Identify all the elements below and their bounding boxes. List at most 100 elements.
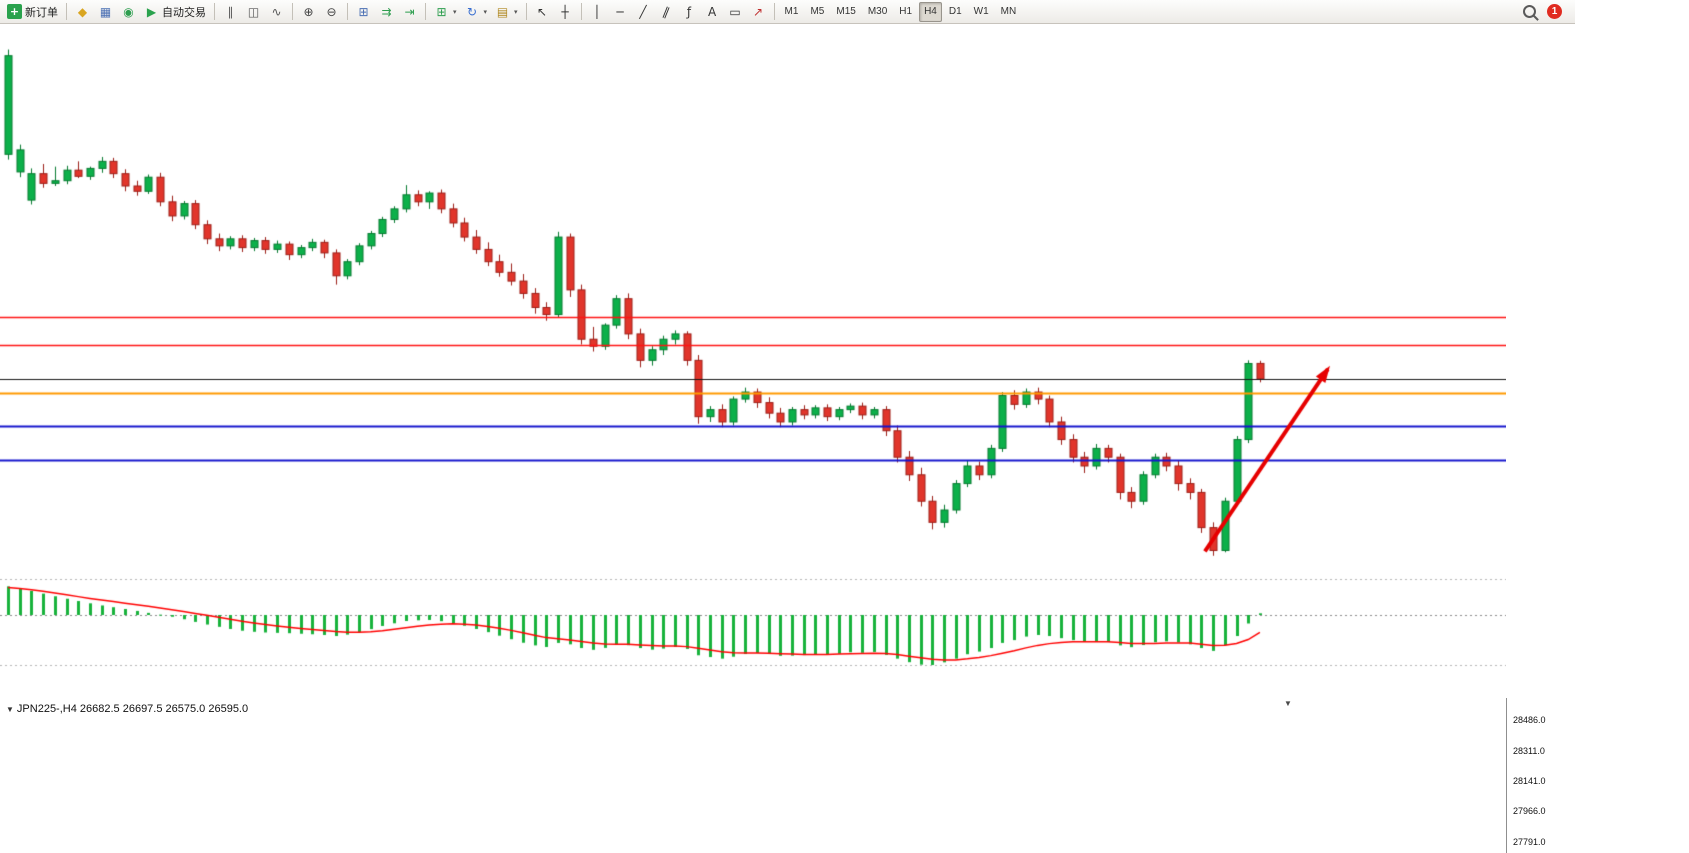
timeframe-m1-button[interactable]: M1 — [780, 2, 804, 22]
chevron-down-icon: ▾ — [483, 8, 488, 16]
search-button[interactable] — [1520, 2, 1539, 22]
axis-label: 28311.0 — [1513, 745, 1545, 756]
arrows-icon: ↗ — [753, 4, 764, 19]
metaeditor-icon: ◆ — [77, 4, 88, 19]
crosshair-icon: ┼ — [561, 4, 569, 19]
cursor-button[interactable]: ↖ — [532, 2, 553, 22]
chart-shift-icon: ⇥ — [404, 4, 415, 19]
zoom-out-button[interactable]: ⊖ — [321, 2, 342, 22]
vertical-line-icon: │ — [593, 4, 601, 19]
toolbar-group-pointer: ↖ ┼ — [531, 2, 577, 22]
bar-chart-icon: ∥ — [227, 4, 234, 19]
timeframe-toolbar: M1 M5 M15 M30 H1 H4 D1 W1 MN — [779, 1, 1023, 22]
axis-label: 27791.0 — [1513, 837, 1546, 848]
signal-icon: ◉ — [123, 4, 134, 19]
new-chart-button[interactable]: ⊞ ▾ — [431, 2, 460, 22]
fibonacci-button[interactable]: ƒ — [679, 2, 700, 22]
tile-windows-button[interactable]: ⊞ — [353, 2, 374, 22]
new-order-icon: + — [7, 4, 22, 19]
axis-label: 27966.0 — [1513, 806, 1546, 817]
toolbar-right: 1 — [1519, 2, 1572, 22]
timeframe-m30-button[interactable]: M30 — [863, 2, 892, 22]
toolbar-separator — [525, 3, 527, 20]
new-order-label: 新订单 — [25, 6, 58, 19]
bar-chart-button[interactable]: ∥ — [220, 2, 241, 22]
rsi-pane[interactable]: ▼ JPN225-,H4 26682.5 26697.5 26575.0 2659… — [0, 674, 1576, 853]
signal-button[interactable]: ◉ — [118, 2, 139, 22]
toolbar-separator — [347, 3, 348, 20]
toolbar-separator — [773, 3, 775, 20]
timeframe-mn-button[interactable]: MN — [996, 2, 1022, 22]
metaeditor-button[interactable]: ◆ — [72, 2, 93, 22]
channel-icon: ∥ — [660, 3, 672, 20]
tile-windows-icon: ⊞ — [358, 4, 369, 19]
trendline-button[interactable]: ╱ — [633, 2, 654, 22]
timeframe-d1-button[interactable]: D1 — [944, 2, 967, 22]
market-watch-button[interactable]: ▦ — [95, 2, 116, 22]
line-chart-button[interactable]: ∿ — [266, 2, 287, 22]
horizontal-line-icon: ─ — [616, 4, 624, 19]
toolbar-separator — [425, 3, 426, 20]
zoom-in-button[interactable]: ⊕ — [298, 2, 319, 22]
axis-label: 28486.0 — [1513, 714, 1546, 725]
toolbar-separator — [66, 3, 67, 20]
toolbar-group-zoom: ⊕ ⊖ — [297, 2, 343, 22]
notification-badge[interactable]: 1 — [1547, 4, 1562, 19]
timeframe-m5-button[interactable]: M5 — [805, 2, 829, 22]
toolbar-separator — [580, 3, 582, 20]
cursor-icon: ↖ — [537, 4, 548, 19]
toolbar-group-dropdowns: ⊞ ▾ ↻ ▾ ▤ ▾ — [430, 2, 522, 22]
toolbar-group-chart-type: ∥ ◫ ∿ — [219, 2, 288, 22]
fibonacci-icon: ƒ — [686, 4, 692, 19]
axis-label: 28141.0 — [1513, 775, 1546, 786]
toolbar-separator — [214, 3, 215, 20]
autotrading-label: 自动交易 — [162, 6, 206, 19]
main-chart-pane[interactable] — [0, 24, 1506, 569]
chart-shift-marker[interactable]: ▼ — [1284, 699, 1292, 708]
templates-button[interactable]: ▤ ▾ — [492, 2, 521, 22]
arrows-button[interactable]: ↗ — [748, 2, 769, 22]
text-icon: A — [707, 4, 717, 19]
auto-scroll-button[interactable]: ⇉ — [376, 2, 397, 22]
zoom-out-icon: ⊖ — [326, 4, 337, 19]
chart-title-text: JPN225-,H4 26682.5 26697.5 26575.0 26595… — [16, 703, 249, 715]
trendline-icon: ╱ — [639, 4, 647, 19]
chart-shift-button[interactable]: ⇥ — [399, 2, 420, 22]
auto-scroll-icon: ⇉ — [381, 4, 392, 19]
horizontal-line-button[interactable]: ─ — [610, 2, 631, 22]
new-order-button[interactable]: + 新订单 — [4, 2, 61, 22]
timeframe-h4-button[interactable]: H4 — [919, 1, 942, 22]
main-toolbar: + 新订单 ◆ ▦ ◉ ▶ 自动交易 ∥ ◫ ∿ ⊕ ⊖ ⊞ ⇉ ⇥ ⊞ ▾ ↻ ▾ ▤ ▾ ↖ ┼ │ ─… — [0, 0, 1575, 24]
label-icon: ▭ — [729, 4, 741, 19]
macd-pane[interactable] — [0, 573, 1506, 670]
profiles-icon: ↻ — [466, 4, 478, 19]
chart-title: ▼ JPN225-,H4 26682.5 26697.5 26575.0 2659… — [6, 703, 248, 715]
autotrading-icon: ▶ — [146, 4, 157, 19]
text-button[interactable]: A — [702, 2, 723, 22]
toolbar-group-window: ⊞ ⇉ ⇥ — [352, 2, 421, 22]
timeframe-h1-button[interactable]: H1 — [894, 2, 917, 22]
market-watch-icon: ▦ — [99, 4, 112, 19]
candlestick-chart-button[interactable]: ◫ — [243, 2, 264, 22]
price-axis[interactable]: 28486.028311.028141.027966.027791.027621… — [1506, 698, 1576, 853]
chevron-down-icon: ▾ — [453, 8, 457, 16]
zoom-in-icon: ⊕ — [303, 4, 314, 19]
candlestick-chart-icon: ◫ — [247, 4, 260, 19]
vertical-line-button[interactable]: │ — [587, 2, 608, 22]
line-chart-icon: ∿ — [271, 4, 282, 19]
autotrading-button[interactable]: ▶ 自动交易 — [141, 2, 209, 22]
search-icon — [1523, 5, 1536, 18]
channel-button[interactable]: ∥ — [656, 2, 677, 22]
new-chart-icon: ⊞ — [436, 4, 447, 19]
toolbar-group-drawing: │ ─ ╱ ∥ ƒ A ▭ ↗ — [586, 2, 770, 22]
symbol-menu-icon[interactable]: ▼ — [6, 705, 14, 714]
crosshair-button[interactable]: ┼ — [555, 2, 576, 22]
templates-icon: ▤ — [496, 4, 509, 19]
toolbar-group-quick: ◆ ▦ ◉ — [71, 2, 140, 22]
timeframe-w1-button[interactable]: W1 — [969, 2, 994, 22]
timeframe-m15-button[interactable]: M15 — [831, 2, 860, 22]
profiles-button[interactable]: ↻ ▾ — [462, 2, 491, 22]
chevron-down-icon: ▾ — [514, 8, 518, 16]
label-button[interactable]: ▭ — [725, 2, 746, 22]
